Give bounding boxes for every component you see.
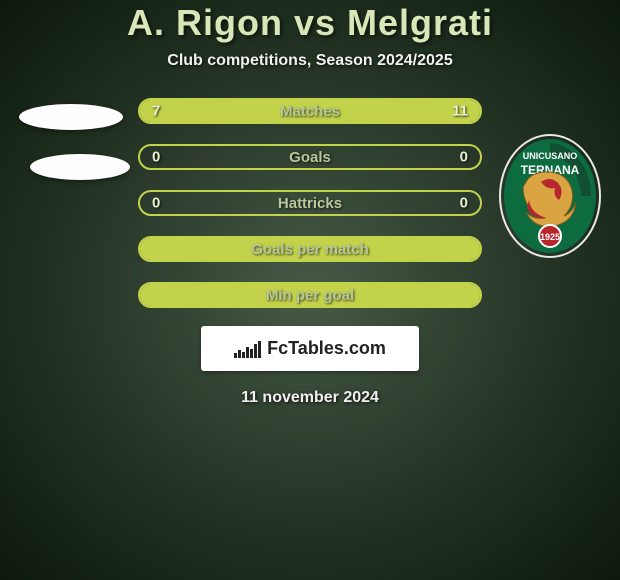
left-player-col xyxy=(13,98,128,180)
right-player-col: UNICUSANO TERNANA 1925 xyxy=(492,98,607,258)
content-row: Matches 7 11 Goals 0 0 Hattricks 0 0 Goals per ma… xyxy=(0,98,620,308)
stat-pill-hattricks: Hattricks 0 0 xyxy=(138,190,482,216)
page-container: A. Rigon vs Melgrati Club competitions, … xyxy=(0,0,620,580)
brand-text: FcTables.com xyxy=(267,338,386,359)
svg-text:1925: 1925 xyxy=(539,232,559,242)
stat-value-left: 0 xyxy=(152,195,160,212)
stat-pill-matches: Matches 7 11 xyxy=(138,98,482,124)
stat-pill-goals-per-match: Goals per match xyxy=(138,236,482,262)
stat-label: Hattricks xyxy=(278,195,342,212)
stat-value-right: 0 xyxy=(460,149,468,166)
stat-pill-min-per-goal: Min per goal xyxy=(138,282,482,308)
stat-value-right: 11 xyxy=(452,103,468,120)
footer-date: 11 november 2024 xyxy=(241,389,379,407)
brand-badge[interactable]: FcTables.com xyxy=(201,326,419,371)
stat-value-right: 0 xyxy=(460,195,468,212)
stat-label: Min per goal xyxy=(266,287,354,304)
chart-bars-icon xyxy=(234,340,261,358)
stat-label: Goals xyxy=(289,149,331,166)
left-player-avatar-placeholder-1 xyxy=(19,104,123,130)
page-title: A. Rigon vs Melgrati xyxy=(127,2,493,44)
left-player-avatar-placeholder-2 xyxy=(30,154,130,180)
svg-text:UNICUSANO: UNICUSANO xyxy=(522,151,577,161)
club-badge-ternana: UNICUSANO TERNANA 1925 xyxy=(499,134,601,258)
stat-pill-goals: Goals 0 0 xyxy=(138,144,482,170)
stat-label: Goals per match xyxy=(251,241,369,258)
stats-column: Matches 7 11 Goals 0 0 Hattricks 0 0 Goals per ma… xyxy=(138,98,482,308)
stat-value-left: 7 xyxy=(152,103,160,120)
stat-label: Matches xyxy=(280,103,340,120)
stat-value-left: 0 xyxy=(152,149,160,166)
page-subtitle: Club competitions, Season 2024/2025 xyxy=(167,52,452,70)
